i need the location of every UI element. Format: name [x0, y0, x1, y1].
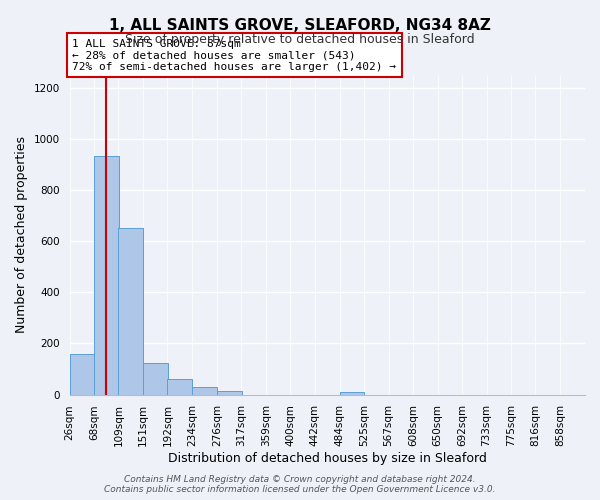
Bar: [70, 354, 94, 395]
Y-axis label: Number of detached properties: Number of detached properties: [15, 136, 28, 334]
Text: 1 ALL SAINTS GROVE: 87sqm
← 28% of detached houses are smaller (543)
72% of semi: 1 ALL SAINTS GROVE: 87sqm ← 28% of detac…: [72, 38, 396, 72]
Bar: [217, 392, 242, 394]
Bar: [167, 380, 192, 394]
Text: Size of property relative to detached houses in Sleaford: Size of property relative to detached ho…: [125, 32, 475, 46]
Bar: [118, 228, 143, 394]
Bar: [192, 388, 217, 394]
Bar: [94, 156, 119, 394]
X-axis label: Distribution of detached houses by size in Sleaford: Distribution of detached houses by size …: [168, 452, 487, 465]
Bar: [340, 392, 364, 394]
Bar: [143, 362, 168, 394]
Text: 1, ALL SAINTS GROVE, SLEAFORD, NG34 8AZ: 1, ALL SAINTS GROVE, SLEAFORD, NG34 8AZ: [109, 18, 491, 32]
Text: Contains HM Land Registry data © Crown copyright and database right 2024.
Contai: Contains HM Land Registry data © Crown c…: [104, 474, 496, 494]
